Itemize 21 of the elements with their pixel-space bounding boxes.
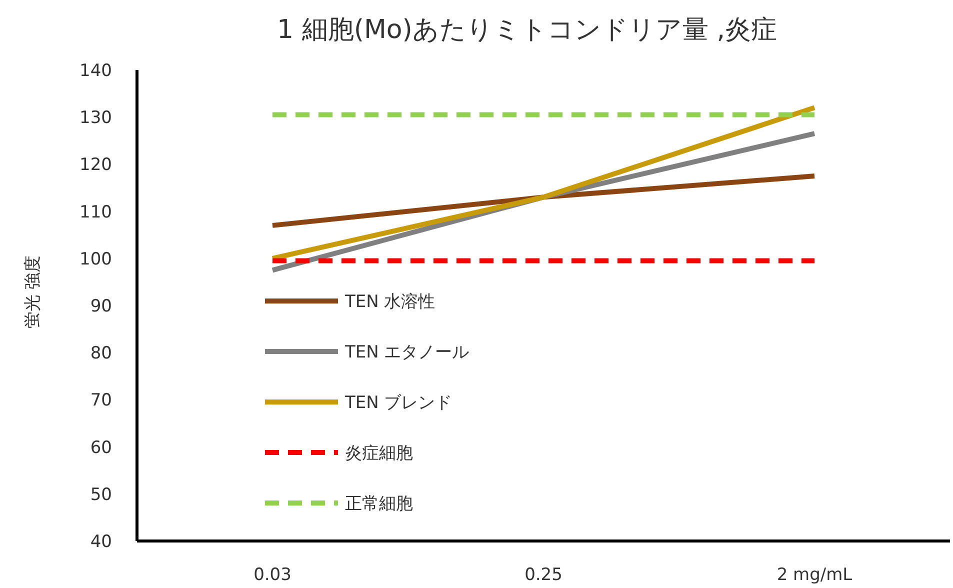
legend-label: 炎症細胞 [345,444,413,464]
y-tick-label: 70 [90,390,112,411]
legend-label: 正常細胞 [345,494,413,514]
y-tick-label: 60 [90,438,112,458]
chart-title: 1 細胞(Mo)あたりミトコンドリア量 ,炎症 [277,15,777,45]
y-tick-label: 100 [80,249,112,270]
y-tick-label: 50 [90,484,112,505]
x-tick-label: 0.25 [524,565,562,585]
y-axis-title: 蛍光 強度 [23,255,43,329]
y-tick-label: 120 [80,155,112,176]
x-tick-label: 2 mg/mL [776,565,853,585]
y-tick-label: 130 [80,108,112,128]
y-tick-label: 80 [90,344,112,364]
y-tick-label: 110 [80,202,112,222]
legend-label: TEN ブレンド [344,393,452,413]
x-tick-label: 0.03 [254,565,292,585]
legend-label: TEN 水溶性 [344,292,436,312]
y-tick-label: 40 [90,532,112,552]
y-tick-label: 140 [80,61,112,81]
y-tick-label: 90 [90,296,112,316]
legend-label: TEN エタノール [344,342,470,362]
